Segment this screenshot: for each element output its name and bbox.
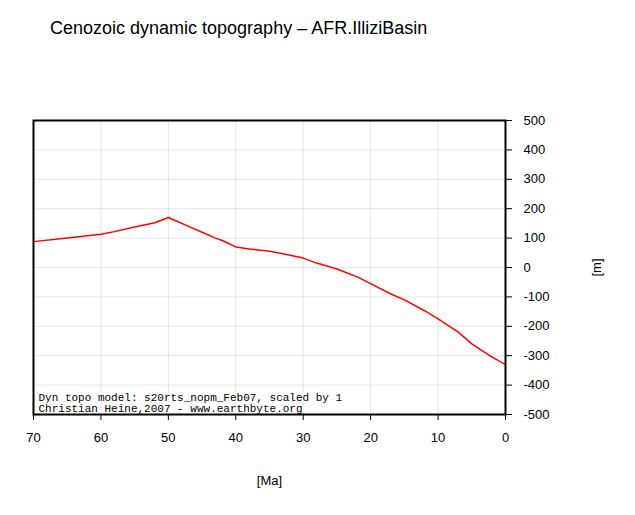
- svg-text:Dyn topo model: s20rts_nopm_Fe: Dyn topo model: s20rts_nopm_Feb07, scale…: [39, 392, 343, 415]
- svg-text:-300: -300: [524, 348, 550, 363]
- svg-text:20: 20: [363, 430, 377, 445]
- svg-text:70: 70: [26, 430, 40, 445]
- svg-text:300: 300: [524, 171, 546, 186]
- svg-text:-500: -500: [524, 407, 550, 422]
- svg-text:100: 100: [524, 230, 546, 245]
- svg-text:-400: -400: [524, 377, 550, 392]
- svg-text:0: 0: [524, 260, 531, 275]
- svg-text:-100: -100: [524, 289, 550, 304]
- svg-text:10: 10: [431, 430, 445, 445]
- svg-text:0: 0: [502, 430, 509, 445]
- svg-text:200: 200: [524, 201, 546, 216]
- svg-text:40: 40: [229, 430, 243, 445]
- svg-text:[Ma]: [Ma]: [257, 473, 282, 488]
- svg-text:500: 500: [524, 113, 546, 128]
- svg-text:60: 60: [94, 430, 108, 445]
- svg-text:[m]: [m]: [589, 258, 604, 276]
- svg-text:50: 50: [161, 430, 175, 445]
- svg-text:400: 400: [524, 142, 546, 157]
- html-text:Cenozoic dynamic topography –: Cenozoic dynamic topography – AFR.Illizi…: [50, 18, 428, 38]
- svg-text:30: 30: [296, 430, 310, 445]
- svg-text:-200: -200: [524, 318, 550, 333]
